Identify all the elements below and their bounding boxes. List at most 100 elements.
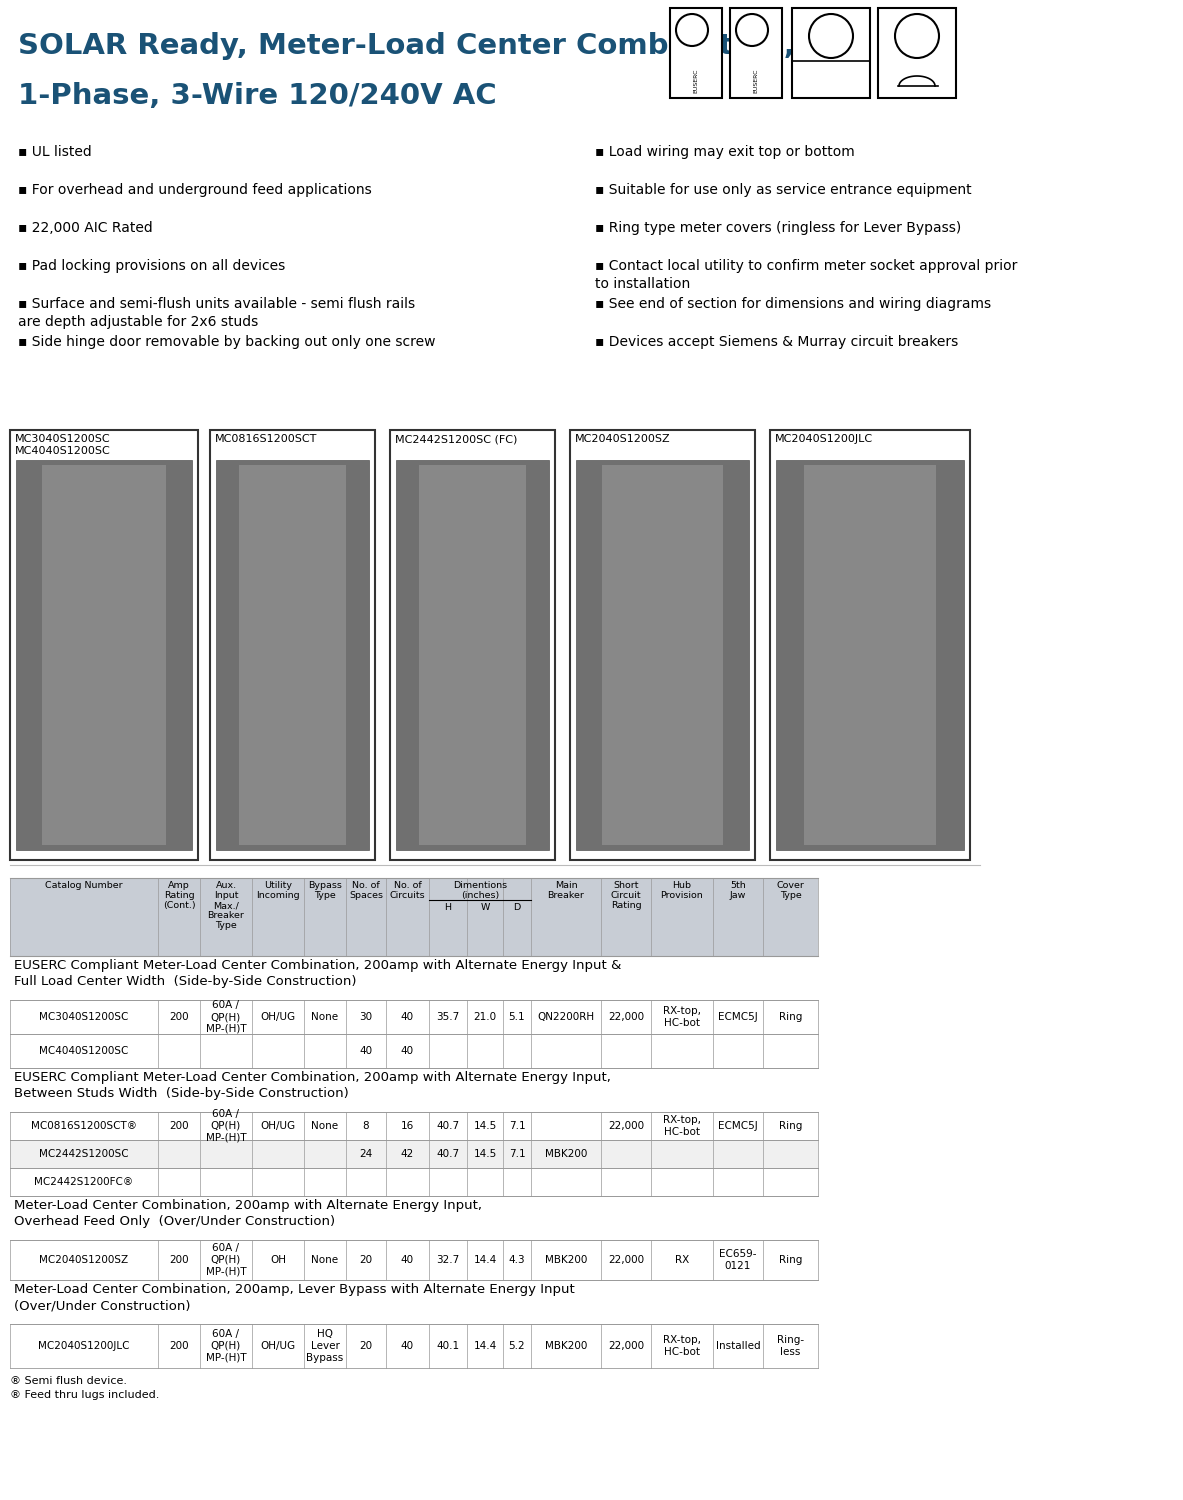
Text: MC3040S1200SC
MC4040S1200SC: MC3040S1200SC MC4040S1200SC bbox=[15, 433, 111, 456]
Text: 1-Phase, 3-Wire 120/240V AC: 1-Phase, 3-Wire 120/240V AC bbox=[18, 82, 497, 110]
Text: 42: 42 bbox=[401, 1149, 414, 1160]
Bar bbox=[9, 1068, 817, 1112]
Text: 22,000: 22,000 bbox=[608, 1013, 644, 1022]
Text: Ring: Ring bbox=[778, 1120, 802, 1131]
Text: OH/UG: OH/UG bbox=[260, 1120, 296, 1131]
Text: 4.3: 4.3 bbox=[509, 1256, 525, 1264]
Text: 14.4: 14.4 bbox=[473, 1256, 497, 1264]
Text: ▪ UL listed: ▪ UL listed bbox=[18, 146, 92, 159]
Text: None: None bbox=[311, 1013, 338, 1022]
Bar bbox=[804, 465, 936, 844]
Text: No. of
Spaces: No. of Spaces bbox=[349, 880, 383, 900]
Circle shape bbox=[896, 13, 939, 58]
Text: ▪ Pad locking provisions on all devices: ▪ Pad locking provisions on all devices bbox=[18, 260, 285, 273]
Text: MBK200: MBK200 bbox=[545, 1256, 587, 1264]
Text: 14.4: 14.4 bbox=[473, 1341, 497, 1352]
Text: ▪ Suitable for use only as service entrance equipment: ▪ Suitable for use only as service entra… bbox=[595, 183, 971, 196]
Text: ▪ Side hinge door removable by backing out only one screw: ▪ Side hinge door removable by backing o… bbox=[18, 334, 435, 350]
Text: 35.7: 35.7 bbox=[437, 1013, 460, 1022]
Text: ▪ Surface and semi-flush units available - semi flush rails
are depth adjustable: ▪ Surface and semi-flush units available… bbox=[18, 297, 415, 330]
Text: 5th
Jaw: 5th Jaw bbox=[730, 880, 746, 900]
Text: 60A /
QP(H)
MP-(H)T: 60A / QP(H) MP-(H)T bbox=[206, 1244, 246, 1276]
Circle shape bbox=[809, 13, 853, 58]
Text: ▪ Ring type meter covers (ringless for Lever Bypass): ▪ Ring type meter covers (ringless for L… bbox=[595, 220, 962, 236]
Bar bbox=[570, 430, 755, 859]
Text: Short
Circuit
Rating: Short Circuit Rating bbox=[610, 880, 641, 910]
Text: ® Feed thru lugs included.: ® Feed thru lugs included. bbox=[9, 1390, 160, 1400]
Text: MC2442S1200SC (FC): MC2442S1200SC (FC) bbox=[395, 433, 517, 444]
Text: OH/UG: OH/UG bbox=[260, 1013, 296, 1022]
Text: 200: 200 bbox=[169, 1256, 189, 1264]
Text: MC2040S1200SZ: MC2040S1200SZ bbox=[39, 1256, 129, 1264]
Text: 40: 40 bbox=[401, 1046, 414, 1056]
Text: MC2040S1200JLC: MC2040S1200JLC bbox=[775, 433, 873, 444]
Text: Dimentions
(inches): Dimentions (inches) bbox=[453, 880, 508, 900]
Text: EUSERC Compliant Meter-Load Center Combination, 200amp with Alternate Energy Inp: EUSERC Compliant Meter-Load Center Combi… bbox=[14, 1071, 610, 1101]
Text: EC659-
0121: EC659- 0121 bbox=[719, 1250, 757, 1270]
Text: RX-top,
HC-bot: RX-top, HC-bot bbox=[662, 1335, 702, 1358]
Text: Ring-
less: Ring- less bbox=[777, 1335, 804, 1358]
Text: ▪ For overhead and underground feed applications: ▪ For overhead and underground feed appl… bbox=[18, 183, 371, 196]
Text: D: D bbox=[513, 903, 521, 912]
Bar bbox=[419, 465, 526, 844]
Text: 22,000: 22,000 bbox=[608, 1341, 644, 1352]
Bar bbox=[216, 460, 369, 850]
Text: Catalog Number: Catalog Number bbox=[45, 880, 123, 890]
Text: MC3040S1200SC: MC3040S1200SC bbox=[39, 1013, 129, 1022]
Text: MC2442S1200SC: MC2442S1200SC bbox=[39, 1149, 129, 1160]
Text: Hub
Provision: Hub Provision bbox=[660, 880, 704, 900]
Text: Main
Breaker: Main Breaker bbox=[548, 880, 584, 900]
Text: No. of
Circuits: No. of Circuits bbox=[389, 880, 426, 900]
Text: MBK200: MBK200 bbox=[545, 1149, 587, 1160]
Text: 60A /
QP(H)
MP-(H)T: 60A / QP(H) MP-(H)T bbox=[206, 1329, 246, 1362]
Text: 40: 40 bbox=[401, 1341, 414, 1352]
Bar bbox=[9, 430, 198, 859]
Bar bbox=[9, 1000, 817, 1033]
Circle shape bbox=[675, 13, 707, 46]
Circle shape bbox=[736, 13, 768, 46]
Text: Bypass
Type: Bypass Type bbox=[308, 880, 342, 900]
Text: 8: 8 bbox=[363, 1120, 369, 1131]
Text: 14.5: 14.5 bbox=[473, 1149, 497, 1160]
Text: 22,000: 22,000 bbox=[608, 1256, 644, 1264]
Text: RX: RX bbox=[674, 1256, 690, 1264]
Text: 40.1: 40.1 bbox=[437, 1341, 459, 1352]
Text: Ring: Ring bbox=[778, 1013, 802, 1022]
Bar bbox=[43, 465, 166, 844]
Bar bbox=[9, 1324, 817, 1368]
Bar bbox=[670, 8, 722, 98]
Bar bbox=[9, 1168, 817, 1196]
Text: Ring: Ring bbox=[778, 1256, 802, 1264]
Bar bbox=[239, 465, 347, 844]
Text: OH: OH bbox=[270, 1256, 286, 1264]
Bar bbox=[791, 8, 870, 98]
Text: 20: 20 bbox=[360, 1341, 373, 1352]
Text: W: W bbox=[480, 903, 490, 912]
Bar bbox=[9, 956, 817, 1000]
Text: 32.7: 32.7 bbox=[437, 1256, 460, 1264]
Text: ECMC5J: ECMC5J bbox=[718, 1013, 758, 1022]
Text: 200: 200 bbox=[169, 1120, 189, 1131]
Text: 14.5: 14.5 bbox=[473, 1120, 497, 1131]
Bar bbox=[9, 1140, 817, 1168]
Text: EUSERC: EUSERC bbox=[693, 69, 698, 93]
Text: 24: 24 bbox=[360, 1149, 373, 1160]
Bar bbox=[602, 465, 723, 844]
Text: 40: 40 bbox=[401, 1013, 414, 1022]
Text: MC4040S1200SC: MC4040S1200SC bbox=[39, 1046, 129, 1056]
Text: 60A /
QP(H)
MP-(H)T: 60A / QP(H) MP-(H)T bbox=[206, 1110, 246, 1143]
Text: None: None bbox=[311, 1120, 338, 1131]
Text: RX-top,
HC-bot: RX-top, HC-bot bbox=[662, 1114, 702, 1137]
Bar bbox=[730, 8, 782, 98]
Text: ▪ Contact local utility to confirm meter socket approval prior
to installation: ▪ Contact local utility to confirm meter… bbox=[595, 260, 1017, 291]
Text: MC2040S1200JLC: MC2040S1200JLC bbox=[38, 1341, 130, 1352]
Text: ▪ Devices accept Siemens & Murray circuit breakers: ▪ Devices accept Siemens & Murray circui… bbox=[595, 334, 958, 350]
Text: SOLAR Ready, Meter-Load Center Combination,: SOLAR Ready, Meter-Load Center Combinati… bbox=[18, 32, 795, 60]
Text: Aux.
Input
Max./
Breaker
Type: Aux. Input Max./ Breaker Type bbox=[207, 880, 245, 930]
Text: 60A /
QP(H)
MP-(H)T: 60A / QP(H) MP-(H)T bbox=[206, 1000, 246, 1033]
Text: 200: 200 bbox=[169, 1341, 189, 1352]
Text: ECMC5J: ECMC5J bbox=[718, 1120, 758, 1131]
Text: H: H bbox=[445, 903, 452, 912]
Text: Meter-Load Center Combination, 200amp, Lever Bypass with Alternate Energy Input
: Meter-Load Center Combination, 200amp, L… bbox=[14, 1282, 575, 1312]
Text: 5.1: 5.1 bbox=[509, 1013, 525, 1022]
